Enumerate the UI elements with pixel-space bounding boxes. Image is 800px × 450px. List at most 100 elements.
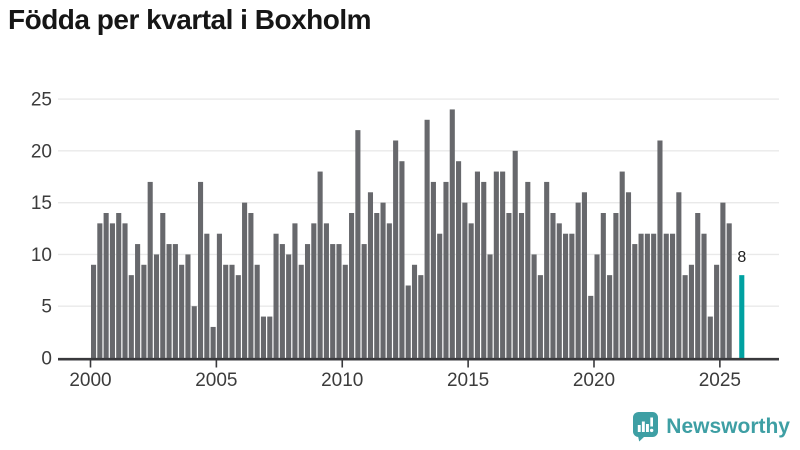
bar (676, 192, 682, 358)
bar (248, 213, 254, 358)
bar (304, 244, 311, 358)
bar (512, 150, 518, 358)
bar (311, 223, 317, 358)
bar (386, 223, 392, 358)
x-axis-tick-label: 2015 (447, 370, 489, 391)
bar (103, 213, 109, 358)
bar (273, 233, 279, 358)
bar (128, 275, 134, 358)
y-axis-tick-label: 10 (31, 245, 52, 266)
bar (437, 233, 443, 358)
bar (317, 171, 323, 358)
highlight-value-label: 8 (737, 249, 746, 266)
bar (468, 223, 474, 358)
bar (688, 264, 694, 358)
bar (424, 119, 430, 358)
bar (229, 264, 235, 358)
bar (286, 254, 292, 359)
bar (418, 275, 424, 358)
bar (493, 171, 499, 358)
bar (657, 140, 663, 358)
bar (474, 171, 480, 358)
bar (613, 213, 619, 358)
bar (430, 181, 436, 358)
bar (449, 109, 455, 358)
bar (575, 202, 581, 358)
bar (506, 213, 512, 358)
bar (500, 171, 506, 358)
bar (223, 264, 229, 358)
bar (443, 181, 449, 358)
bar (116, 213, 122, 358)
bar (707, 316, 713, 358)
bar (279, 244, 285, 358)
bar (267, 316, 273, 358)
bar (179, 264, 185, 358)
bar (210, 326, 216, 358)
x-axis-tick-label: 2005 (195, 370, 237, 391)
bar (160, 213, 166, 358)
bar (97, 223, 103, 358)
bar (323, 223, 329, 358)
newsworthy-logo-text: Newsworthy (666, 414, 790, 438)
bar (405, 285, 411, 358)
newsworthy-speech-bubble-chart-icon (633, 412, 659, 442)
bar (349, 213, 355, 358)
bar (537, 275, 543, 358)
bar (292, 223, 298, 358)
bar (216, 233, 222, 358)
bar (254, 264, 260, 358)
bar (367, 192, 374, 358)
bar (185, 254, 191, 359)
bar (172, 244, 178, 358)
bar (153, 254, 160, 359)
bar (701, 233, 707, 358)
bar (619, 171, 625, 358)
bar (531, 254, 537, 359)
bar (663, 233, 669, 358)
bar (714, 264, 720, 358)
bar (581, 192, 587, 358)
bar (135, 244, 141, 358)
bar (399, 161, 405, 358)
bar (336, 244, 342, 358)
bar (462, 202, 468, 358)
y-axis-tick-label: 25 (31, 90, 52, 111)
bar (556, 223, 562, 358)
bar (204, 233, 210, 358)
bar (380, 202, 386, 358)
bar (544, 181, 550, 358)
page-title: Födda per kvartal i Boxholm (8, 4, 372, 35)
bar (625, 192, 632, 358)
bar (588, 295, 594, 358)
bar (644, 233, 650, 358)
bar (197, 181, 204, 358)
bar (607, 275, 613, 358)
newsworthy-logo: Newsworthy (632, 411, 790, 442)
y-axis-tick-label: 20 (31, 141, 52, 162)
bar (411, 264, 418, 358)
x-axis-tick-label: 2020 (573, 370, 615, 391)
bar (670, 233, 676, 358)
bar (242, 202, 248, 358)
bar (632, 244, 638, 358)
bar (109, 223, 115, 358)
highlight-bar (739, 275, 745, 358)
bar (260, 316, 267, 358)
bar (651, 233, 657, 358)
bar (330, 244, 336, 358)
y-axis-tick-label: 15 (31, 193, 52, 214)
bar (361, 244, 367, 358)
bar (355, 130, 361, 358)
x-axis-tick-label: 2025 (699, 370, 741, 391)
bar (191, 306, 197, 358)
bar (166, 244, 172, 358)
bar (141, 264, 147, 358)
bar (682, 275, 688, 358)
bar (481, 181, 487, 358)
bar (235, 275, 241, 358)
y-axis-tick-label: 0 (41, 349, 52, 370)
bar (342, 264, 348, 358)
x-axis-tick-label: 2000 (69, 370, 111, 391)
